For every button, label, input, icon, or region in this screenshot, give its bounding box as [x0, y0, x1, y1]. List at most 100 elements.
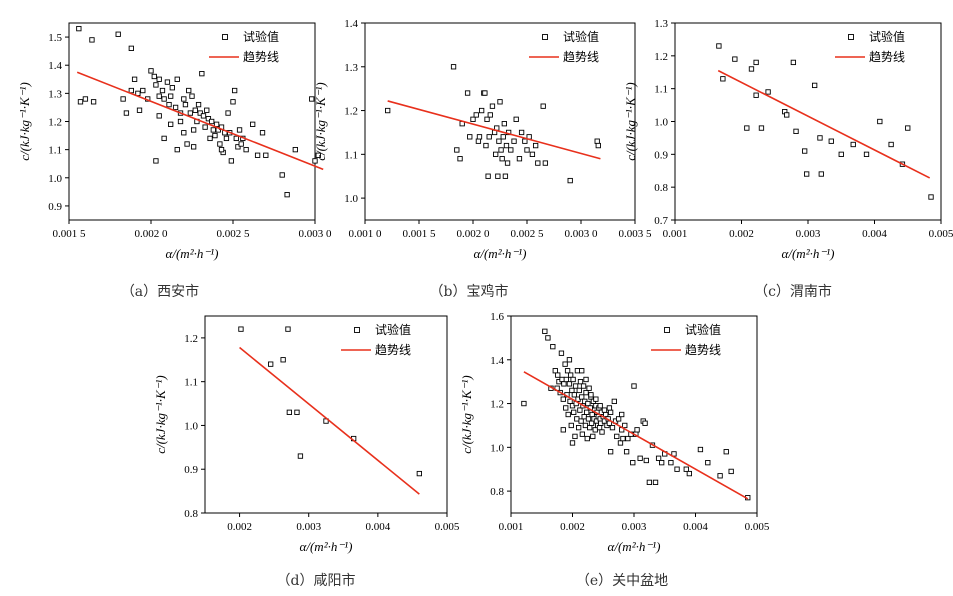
data-point — [475, 138, 482, 144]
data-point — [513, 116, 519, 122]
data-point — [140, 87, 146, 94]
panel-caption: （c）渭南市 — [754, 283, 832, 300]
data-point — [631, 383, 637, 389]
data-point — [508, 147, 514, 153]
data-point — [697, 446, 704, 453]
data-point — [561, 381, 567, 387]
data-point — [131, 76, 138, 82]
data-point — [603, 411, 609, 418]
data-point — [579, 431, 585, 437]
data-point — [535, 160, 541, 166]
data-point — [123, 110, 130, 116]
data-point — [495, 173, 501, 179]
data-point — [540, 103, 546, 109]
data-point — [186, 87, 192, 94]
data-point — [577, 407, 583, 413]
data-point — [586, 385, 592, 391]
data-point — [566, 381, 573, 387]
data-point — [555, 372, 561, 378]
data-point — [542, 328, 548, 334]
panel-e: 0.001 0.002 0.003 0.004 0.005 0.8 1.0 1.2 1.4 1.6… — [459, 311, 770, 589]
y-axis-label: c/(kJ·kg⁻¹·K⁻¹) — [17, 82, 32, 161]
data-point — [642, 420, 648, 426]
x-tick-label: 0.001 0 — [349, 228, 383, 240]
data-point — [204, 107, 210, 113]
trend-line — [387, 100, 601, 160]
data-point — [478, 107, 485, 114]
data-point — [630, 460, 636, 466]
legend-marker-scatter — [354, 327, 360, 333]
data-point — [487, 112, 493, 118]
trend-line — [239, 346, 420, 495]
data-point — [601, 407, 608, 413]
data-point — [593, 396, 599, 402]
data-point — [190, 127, 197, 133]
y-tick-label: 0.9 — [48, 201, 62, 213]
data-point — [567, 177, 573, 184]
data-point — [161, 135, 167, 142]
y-tick-label: 1.2 — [184, 333, 198, 345]
data-point — [838, 151, 844, 157]
x-tick-label: 0.003 0 — [299, 228, 333, 240]
data-point — [518, 129, 525, 136]
x-axis-label: α/(m²·h⁻¹) — [782, 246, 835, 261]
data-point — [225, 110, 231, 116]
data-point — [585, 400, 591, 407]
data-point — [582, 422, 589, 429]
trend-line — [523, 371, 749, 500]
data-point — [623, 449, 630, 455]
y-tick-label: 1.0 — [344, 193, 358, 205]
y-tick-label: 0.9 — [184, 464, 198, 476]
data-point — [76, 25, 82, 32]
data-point — [542, 160, 549, 166]
x-tick-label: 0.005 — [435, 521, 460, 533]
data-point — [200, 113, 207, 119]
y-tick-label: 1.3 — [344, 62, 358, 74]
y-tick-label: 1.1 — [344, 149, 358, 161]
data-point — [793, 128, 799, 134]
legend-label-scatter: 试验值 — [685, 322, 721, 337]
data-point — [576, 387, 582, 394]
data-point — [205, 116, 212, 122]
y-tick-label: 1.2 — [490, 399, 504, 411]
data-point — [500, 134, 506, 140]
data-point — [550, 343, 556, 350]
data-point — [499, 156, 505, 162]
data-point — [545, 335, 551, 341]
data-point — [720, 76, 726, 82]
x-tick-label: 0.001 — [499, 521, 524, 533]
data-point — [562, 361, 568, 367]
y-tick-label: 1.1 — [184, 377, 198, 389]
y-tick-label: 1.0 — [48, 173, 62, 185]
data-point — [181, 130, 187, 136]
y-tick-label: 1.4 — [48, 60, 62, 72]
data-point — [607, 409, 614, 415]
data-point — [174, 146, 180, 153]
data-point — [315, 152, 321, 158]
y-tick-label: 1.4 — [344, 18, 358, 30]
data-point — [197, 110, 203, 116]
legend-label-line: 趋势线 — [243, 50, 279, 64]
data-point — [659, 460, 665, 466]
x-tick-label: 0.002 5 — [511, 228, 545, 240]
data-point — [577, 379, 584, 385]
panel-caption: （d）咸阳市 — [277, 572, 356, 589]
data-point — [705, 460, 711, 466]
legend-label-line: 趋势线 — [685, 343, 721, 357]
data-point — [292, 146, 298, 153]
data-point — [189, 93, 195, 99]
data-point — [583, 389, 589, 396]
data-point — [166, 101, 172, 108]
data-point — [268, 361, 274, 367]
data-point — [217, 141, 223, 147]
x-axis-label: α/(m²·h⁻¹) — [166, 246, 219, 261]
data-point — [564, 368, 571, 374]
data-point — [590, 433, 596, 440]
data-point — [236, 127, 243, 133]
y-tick-label: 1.0 — [654, 117, 668, 129]
data-point — [457, 156, 463, 162]
data-point — [559, 376, 565, 383]
data-point — [617, 440, 624, 446]
data-point — [464, 90, 471, 96]
data-point — [804, 171, 810, 177]
